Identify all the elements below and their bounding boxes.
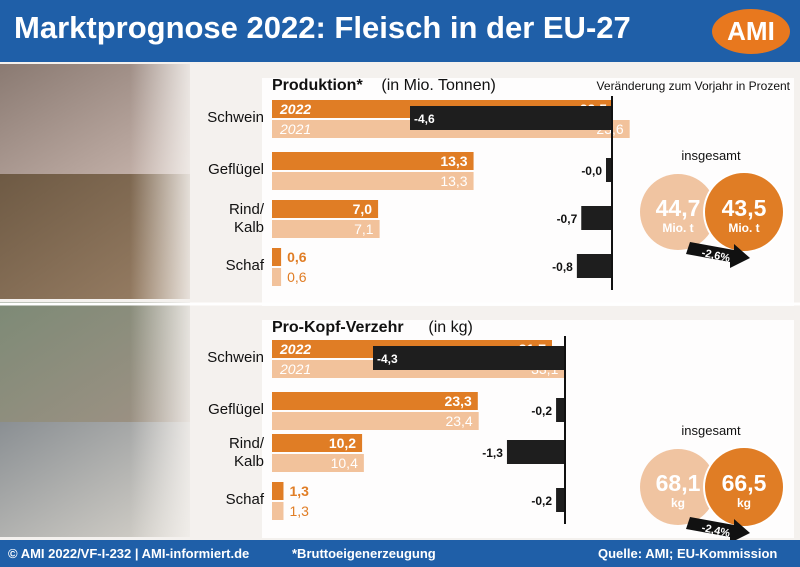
- footer-bar: © AMI 2022/VF-I-232 | AMI-informiert.de …: [0, 540, 800, 567]
- total-value-2022: 66,5: [722, 470, 767, 496]
- change-bar: [506, 440, 565, 464]
- data-label-2022: 1,3: [289, 483, 309, 499]
- total-change-arrow: [686, 242, 750, 268]
- chart-unit: (in Mio. Tonnen): [381, 77, 495, 94]
- bar-2022: [272, 434, 363, 452]
- data-label-2021: 0,6: [287, 269, 307, 285]
- change-bar: [606, 158, 612, 182]
- total-change-arrow: [686, 517, 750, 540]
- total-value-2021: 44,7: [656, 195, 701, 221]
- category-label: Schwein: [207, 349, 264, 366]
- change-label: -0,0: [581, 164, 602, 178]
- total-unit-2021: Mio. t: [662, 221, 693, 235]
- change-label: -1,3: [482, 446, 503, 460]
- change-bar: [556, 488, 565, 512]
- footer-note: *Bruttoeigenerzeugung: [292, 546, 436, 561]
- total-change-label: -2,4%: [700, 522, 731, 540]
- change-bar: [410, 106, 612, 130]
- bar-2022: [272, 152, 474, 170]
- footer-copyright[interactable]: © AMI 2022/VF-I-232 | AMI-informiert.de: [8, 546, 250, 561]
- footer-source: Quelle: AMI; EU-Kommission: [598, 546, 778, 561]
- change-label: -0,8: [552, 260, 573, 274]
- ami-logo: AMI: [712, 9, 790, 54]
- total-bubble-2022: [703, 171, 785, 253]
- total-label: insgesamt: [681, 148, 741, 163]
- change-axis-title: Veränderung zum Vorjahr in Prozent: [597, 79, 791, 93]
- category-label: Kalb: [234, 219, 264, 236]
- bar-2022: [272, 482, 284, 500]
- data-label-2022: 13,3: [440, 153, 467, 169]
- data-label-2021: 1,3: [289, 503, 309, 519]
- total-unit-2021: kg: [671, 496, 685, 510]
- page-title: Marktprognose 2022: Fleisch in der EU-27: [14, 10, 631, 45]
- total-bubble-2022: [703, 446, 785, 528]
- data-label-2021: 13,3: [440, 173, 467, 189]
- chart-unit: (in kg): [428, 319, 472, 336]
- category-label: Geflügel: [208, 161, 264, 178]
- category-label: Schaf: [226, 257, 265, 274]
- total-label: insgesamt: [681, 423, 741, 438]
- total-value-2021: 68,1: [656, 470, 701, 496]
- change-label: -0,7: [557, 212, 578, 226]
- change-label: -4,6: [414, 112, 435, 126]
- series-label-2021: 2021: [279, 361, 311, 377]
- data-label-2022: 10,2: [329, 435, 356, 451]
- change-label: -0,2: [531, 404, 552, 418]
- series-label-2022: 2022: [279, 341, 311, 357]
- change-bar: [556, 398, 565, 422]
- data-label-2022: 23,3: [445, 393, 472, 409]
- total-unit-2022: Mio. t: [728, 221, 759, 235]
- chart-title: Pro-Kopf-Verzehr: [272, 319, 404, 336]
- bar-2022: [272, 392, 478, 410]
- bar-2021: [272, 412, 479, 430]
- series-label-2022: 2022: [279, 101, 311, 117]
- change-label: -0,2: [531, 494, 552, 508]
- chart-title: Produktion*: [272, 77, 363, 94]
- bar-2021: [272, 268, 282, 286]
- data-label-2021: 23,4: [445, 413, 472, 429]
- category-label: Schwein: [207, 109, 264, 126]
- category-label: Kalb: [234, 453, 264, 470]
- total-bubble-2021: [640, 449, 716, 525]
- bar-2021: [272, 220, 380, 238]
- data-label-2021: 10,4: [331, 455, 358, 471]
- total-unit-2022: kg: [737, 496, 751, 510]
- photo-fade-overlay: [130, 62, 200, 538]
- bar-2022: [272, 200, 379, 218]
- category-label: Rind/: [229, 201, 265, 218]
- category-label: Schaf: [226, 491, 265, 508]
- change-bar: [576, 254, 612, 278]
- data-label-2022: 0,6: [287, 249, 307, 265]
- total-value-2022: 43,5: [722, 195, 767, 221]
- header-bar: Marktprognose 2022: Fleisch in der EU-27…: [0, 0, 800, 62]
- category-label: Geflügel: [208, 401, 264, 418]
- bar-2021: [272, 172, 474, 190]
- bar-2021: [272, 502, 284, 520]
- chart-canvas: Produktion* (in Mio. Tonnen) Veränderung z…: [0, 62, 800, 540]
- total-change-label: -2,6%: [700, 247, 731, 265]
- change-bar: [581, 206, 612, 230]
- change-label: -4,3: [377, 352, 398, 366]
- data-label-2021: 7,1: [354, 221, 374, 237]
- change-bar: [373, 346, 565, 370]
- series-label-2021: 2021: [279, 121, 311, 137]
- data-label-2022: 7,0: [353, 201, 373, 217]
- category-label: Rind/: [229, 435, 265, 452]
- bar-2022: [272, 248, 282, 266]
- total-bubble-2021: [640, 174, 716, 250]
- bar-2021: [272, 454, 364, 472]
